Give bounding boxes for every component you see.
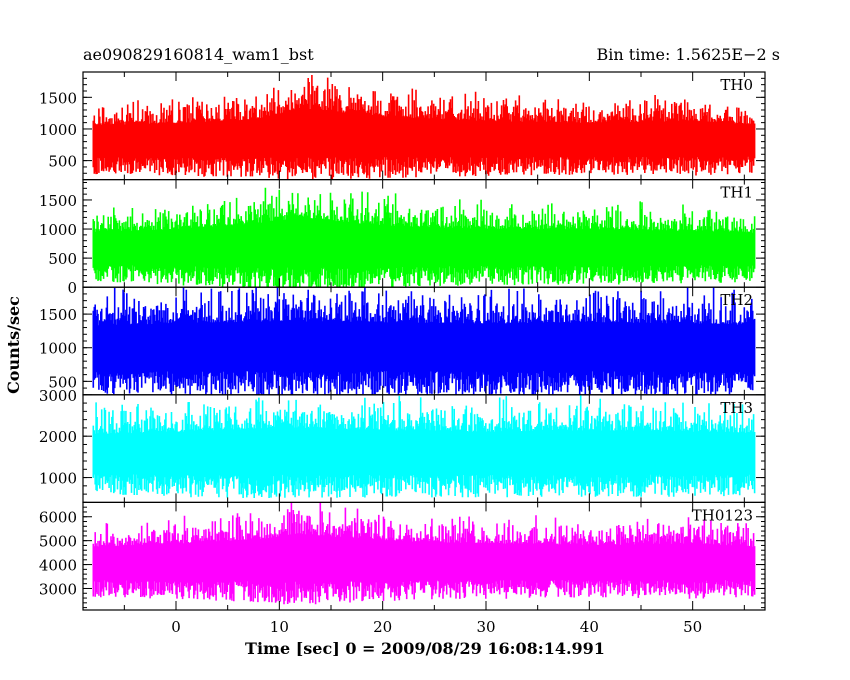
x-axis-ticks: 0 10 20 30 40 50 <box>171 618 702 636</box>
panel-label: TH0123 <box>692 506 753 524</box>
x-tick-label: 30 <box>476 618 495 636</box>
panel-label: TH1 <box>720 184 753 202</box>
figure-title: ae090829160814_wam1_bst <box>83 45 314 64</box>
panel-th1: 0 500 1000 1500 TH1 <box>39 179 766 297</box>
series-th0 <box>92 75 756 180</box>
panel-label: TH3 <box>720 399 753 417</box>
x-tick-label: 40 <box>580 618 599 636</box>
y-tick-label: 3000 <box>39 580 77 598</box>
y-tick-label: 6000 <box>39 509 77 527</box>
y-tick-label: 1000 <box>39 221 77 239</box>
x-axis-label: Time [sec] 0 = 2009/08/29 16:08:14.991 <box>245 639 605 658</box>
y-tick-label: 500 <box>48 153 77 171</box>
series-th1 <box>92 187 756 288</box>
y-axis-label: Counts/sec <box>4 296 23 394</box>
y-tick-label: 1000 <box>39 470 77 488</box>
y-tick-label: 5000 <box>39 533 77 551</box>
y-tick-label: 0 <box>67 279 77 297</box>
panel-label: TH0 <box>720 76 753 94</box>
y-tick-label: 4000 <box>39 557 77 575</box>
y-tick-label: 1000 <box>39 121 77 139</box>
panel-th3: 1000 2000 3000 TH3 <box>39 387 766 503</box>
panel-th0123: 3000 4000 5000 6000 TH0123 <box>39 501 766 611</box>
x-tick-label: 10 <box>270 618 289 636</box>
y-tick-label: 500 <box>48 250 77 268</box>
panel-th2: 500 1000 1500 TH2 <box>39 286 766 396</box>
y-tick-label: 1500 <box>39 306 77 324</box>
x-tick-label: 0 <box>171 618 181 636</box>
y-tick-label: 2000 <box>39 428 77 446</box>
series-th2 <box>92 287 756 395</box>
panel-label: TH2 <box>720 291 753 309</box>
y-tick-label: 3000 <box>39 387 77 405</box>
x-tick-label: 50 <box>683 618 702 636</box>
x-tick-label: 20 <box>373 618 392 636</box>
y-tick-label: 1500 <box>39 89 77 107</box>
panel-frame <box>82 501 766 611</box>
y-tick-label: 1000 <box>39 340 77 358</box>
series-th3 <box>92 394 756 498</box>
bin-time-label: Bin time: 1.5625E−2 s <box>597 45 780 64</box>
panel-th0: 500 1000 1500 TH0 <box>39 71 766 181</box>
y-tick-label: 1500 <box>39 192 77 210</box>
panels-group: 500 1000 1500 TH0 0 500 1000 1500 TH1 500 1000 1500… <box>39 71 766 611</box>
series-th0123 <box>92 502 756 605</box>
y-tick-label: 500 <box>48 373 77 391</box>
